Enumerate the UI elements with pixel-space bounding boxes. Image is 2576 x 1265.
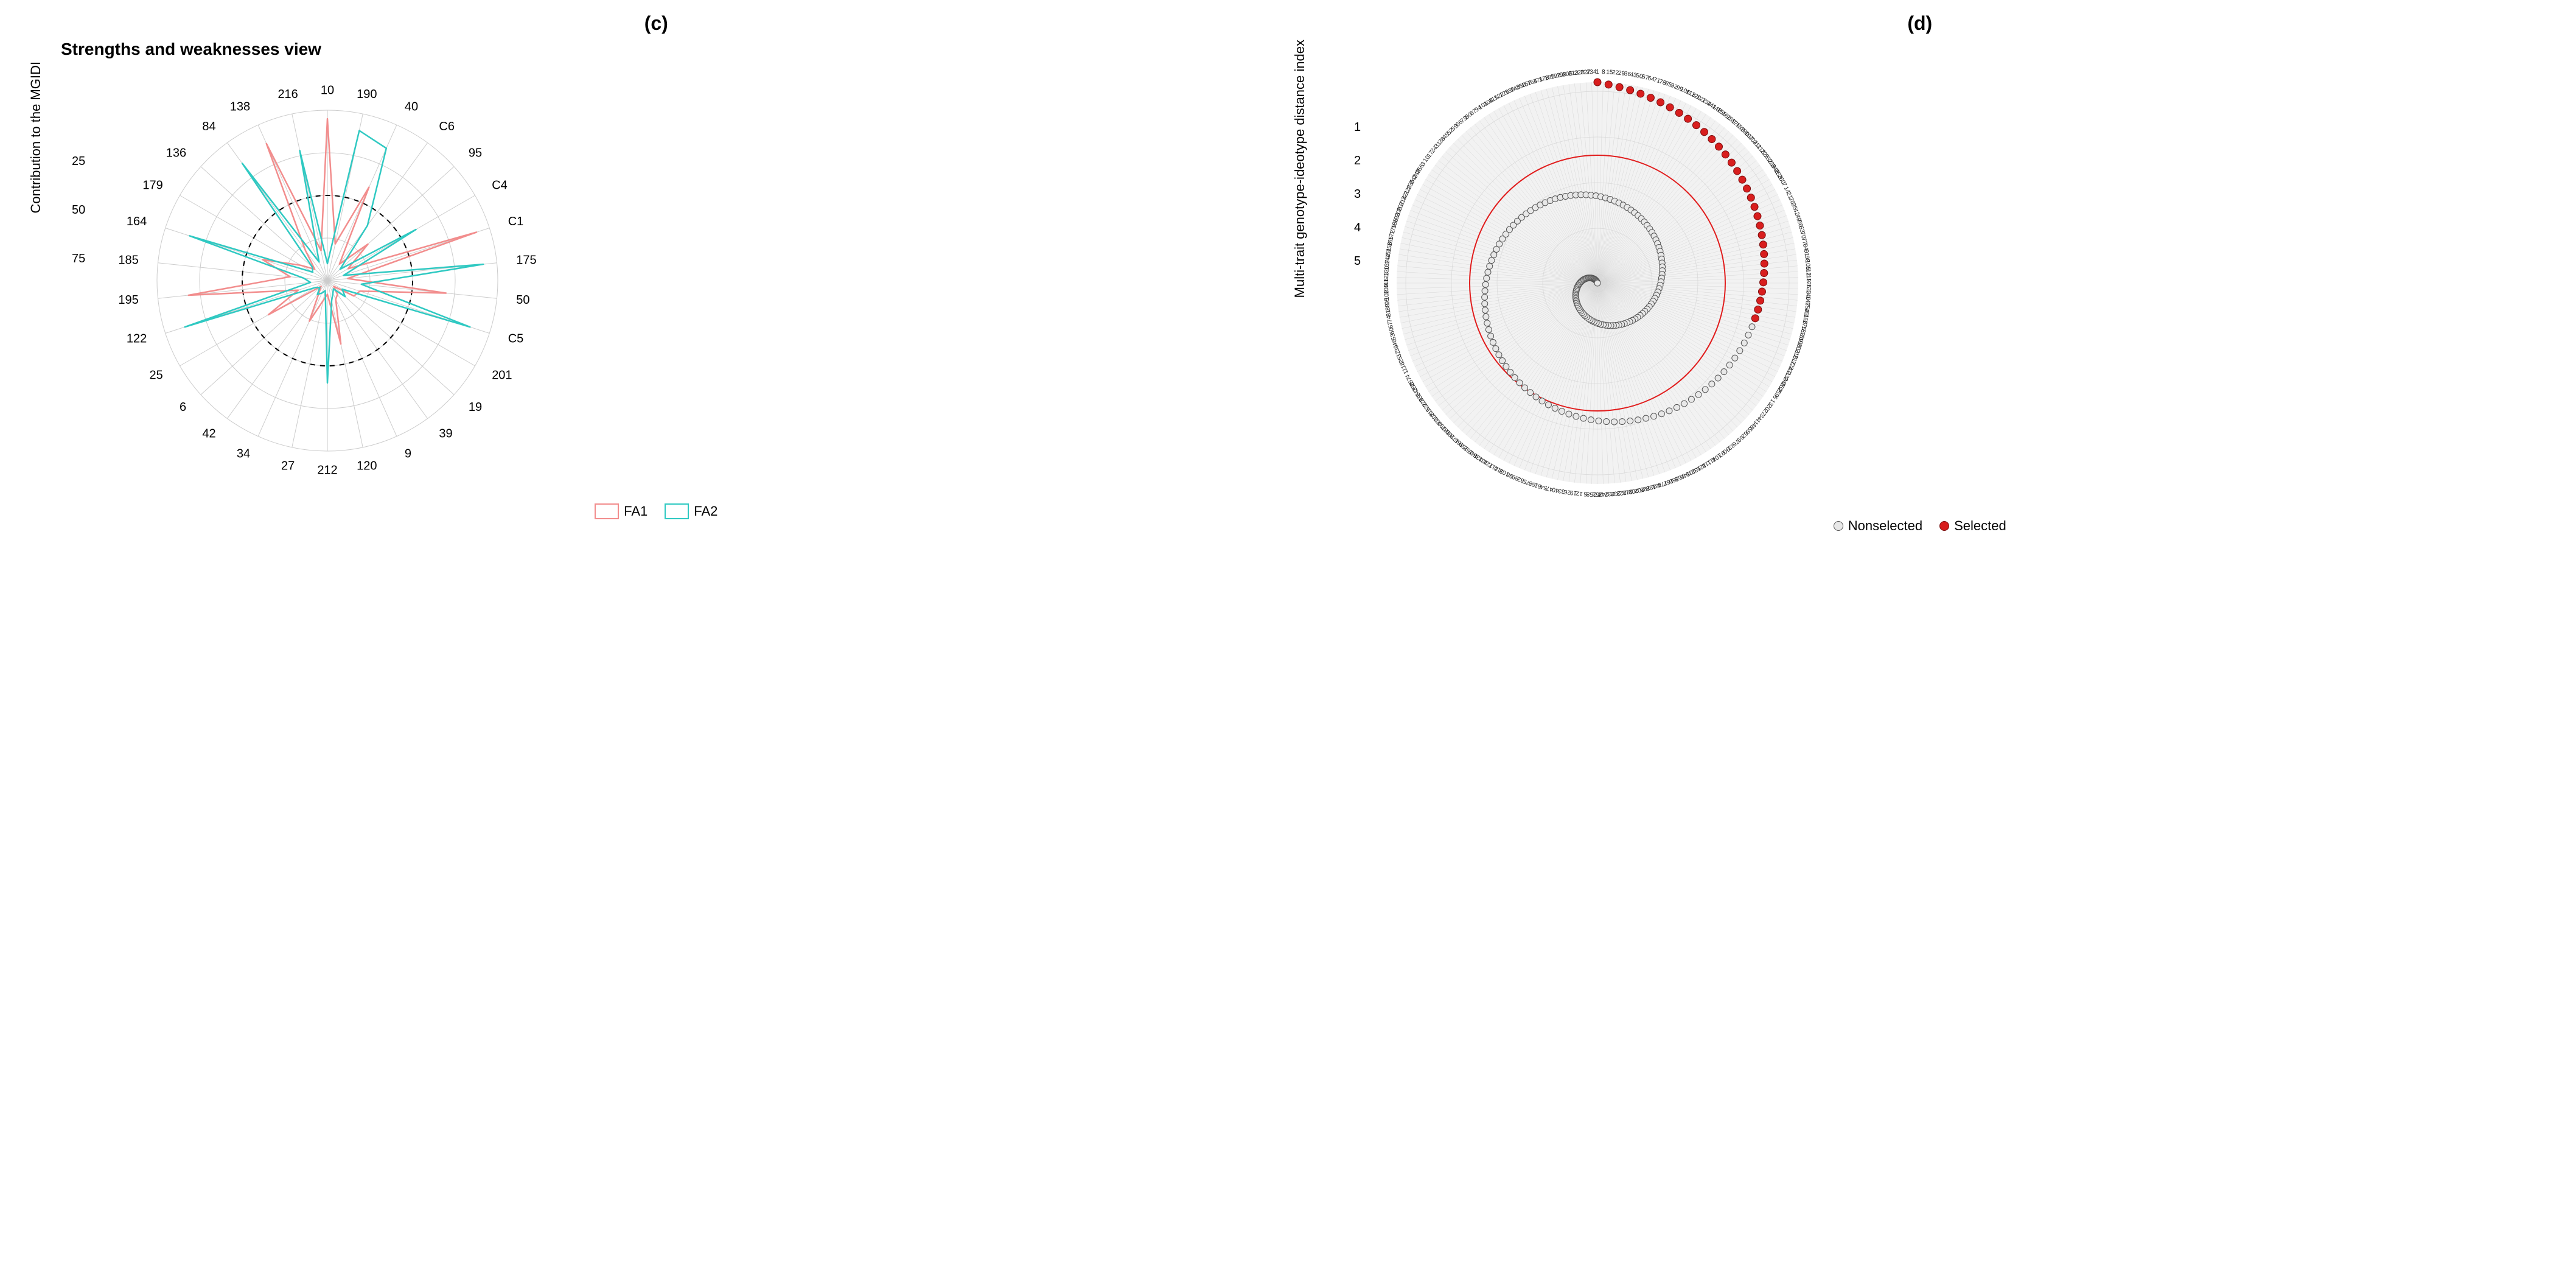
svg-text:4: 4 [1354,221,1361,234]
svg-text:201: 201 [492,368,512,382]
svg-text:185: 185 [118,254,138,267]
svg-text:27: 27 [281,459,295,472]
svg-text:C5: C5 [508,332,524,346]
svg-text:50: 50 [516,293,529,307]
svg-text:75: 75 [72,252,85,265]
panel-d: (d) Multi-trait genotype-ideotype distan… [1288,12,2552,534]
svg-text:2: 2 [1354,154,1361,167]
swatch-fa2 [665,503,689,519]
svg-text:C1: C1 [508,215,524,228]
svg-text:190: 190 [357,88,377,101]
mgidi-chart: 1234518152229364350576471788592991061131… [1311,40,1859,514]
svg-text:5: 5 [1354,254,1361,268]
legend-fa1-label: FA1 [624,503,647,519]
legend-selected: Selected [1939,518,2006,534]
legend-fa2: FA2 [665,503,717,519]
svg-text:34: 34 [237,447,250,460]
svg-text:25: 25 [72,155,85,168]
svg-text:10: 10 [321,83,334,97]
svg-text:136: 136 [166,147,186,160]
swatch-fa1 [595,503,619,519]
radar-legend: FA1 FA2 [24,503,1288,519]
svg-text:9: 9 [405,447,411,460]
svg-text:8: 8 [1601,69,1605,75]
mgidi-legend: Nonselected Selected [1288,518,2552,534]
svg-text:C4: C4 [492,178,508,192]
legend-nonselected-label: Nonselected [1848,518,1922,534]
legend-fa2-label: FA2 [694,503,717,519]
svg-text:195: 195 [118,293,138,307]
svg-text:1: 1 [1354,121,1361,134]
svg-text:216: 216 [277,88,298,101]
svg-text:84: 84 [202,120,215,133]
svg-text:164: 164 [127,215,147,228]
svg-text:40: 40 [405,100,418,113]
swatch-selected [1939,521,1949,531]
svg-text:212: 212 [317,463,337,477]
svg-text:179: 179 [142,178,162,192]
mgidi-yaxis-label: Multi-trait genotype-ideotype distance i… [1288,40,1311,298]
radar-yaxis-label: Contribution to the MGIDI [24,61,47,213]
swatch-nonselected [1834,521,1843,531]
svg-text:19: 19 [469,401,482,414]
radar-title: Strengths and weaknesses view [61,40,1288,59]
svg-text:6: 6 [180,401,186,414]
svg-text:25: 25 [150,368,163,382]
svg-text:39: 39 [439,427,452,441]
svg-text:138: 138 [230,100,250,113]
svg-text:122: 122 [127,332,147,346]
radar-chart: 10 190 40 C6 95 C4 C1 175 50 C5 201 19 39 9 120 212 27 34… [47,61,583,500]
svg-text:3: 3 [1354,187,1361,201]
panel-c-label: (c) [24,12,1288,35]
svg-text:5: 5 [1583,490,1587,497]
legend-selected-label: Selected [1954,518,2006,534]
svg-text:234: 234 [1586,69,1596,75]
svg-text:42: 42 [202,427,215,441]
svg-text:50: 50 [72,203,85,217]
legend-nonselected: Nonselected [1834,518,1922,534]
panel-c: (c) Strengths and weaknesses view Contri… [24,12,1288,534]
svg-text:C6: C6 [439,120,455,133]
legend-fa1: FA1 [595,503,647,519]
svg-text:175: 175 [516,254,536,267]
panel-d-label: (d) [1288,12,2552,35]
svg-text:120: 120 [357,459,377,472]
svg-text:95: 95 [469,147,482,160]
